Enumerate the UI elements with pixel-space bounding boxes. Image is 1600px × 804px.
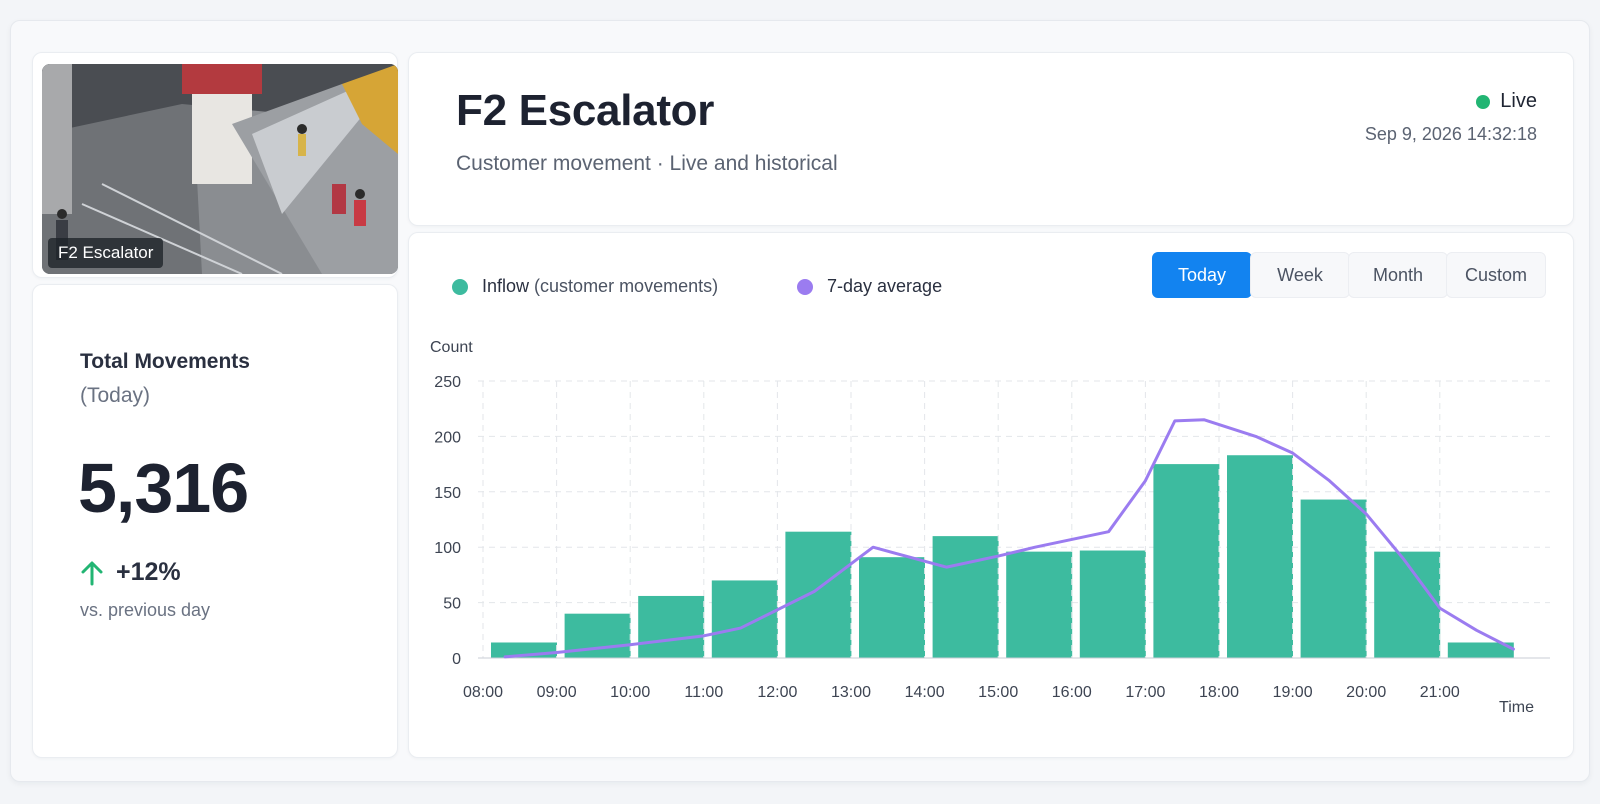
legend-average: 7-day average — [797, 276, 942, 297]
stats-card — [32, 284, 398, 758]
camera-feed[interactable]: F2 Escalator — [42, 64, 398, 274]
average-dot-icon — [797, 278, 813, 295]
period-tabs: Today Week Month Custom — [1152, 252, 1546, 298]
chart-card — [408, 232, 1574, 758]
arrow-up-icon — [81, 561, 103, 585]
total-movements-value: 5,316 — [78, 449, 249, 527]
page-subtitle: Customer movement · Live and historical — [456, 152, 838, 175]
legend-average-label: 7-day average — [827, 276, 943, 296]
page-title: F2 Escalator — [456, 86, 715, 135]
inflow-dot-icon — [452, 278, 468, 295]
change-value: +12% — [116, 558, 181, 586]
tab-custom[interactable]: Custom — [1446, 252, 1546, 298]
live-status: Live — [1476, 90, 1537, 113]
stat-change: +12% — [80, 558, 181, 587]
legend-inflow-label: Inflow — [482, 276, 530, 296]
camera-image — [42, 64, 398, 274]
timestamp: Sep 9, 2026 14:32:18 — [1364, 124, 1537, 144]
stat-title: Total Movements — [80, 350, 250, 373]
change-note: vs. previous day — [80, 600, 211, 620]
live-label: Live — [1500, 90, 1537, 112]
camera-caption: F2 Escalator — [48, 238, 164, 268]
header-card — [408, 52, 1574, 226]
legend-inflow-detail: (customer movements) — [534, 276, 719, 296]
tab-month[interactable]: Month — [1348, 252, 1448, 298]
live-dot-icon — [1476, 94, 1491, 109]
stat-period: (Today) — [80, 384, 151, 407]
legend-inflow: Inflow (customer movements) — [452, 276, 718, 297]
tab-week[interactable]: Week — [1250, 252, 1350, 298]
tab-today[interactable]: Today — [1152, 252, 1252, 298]
